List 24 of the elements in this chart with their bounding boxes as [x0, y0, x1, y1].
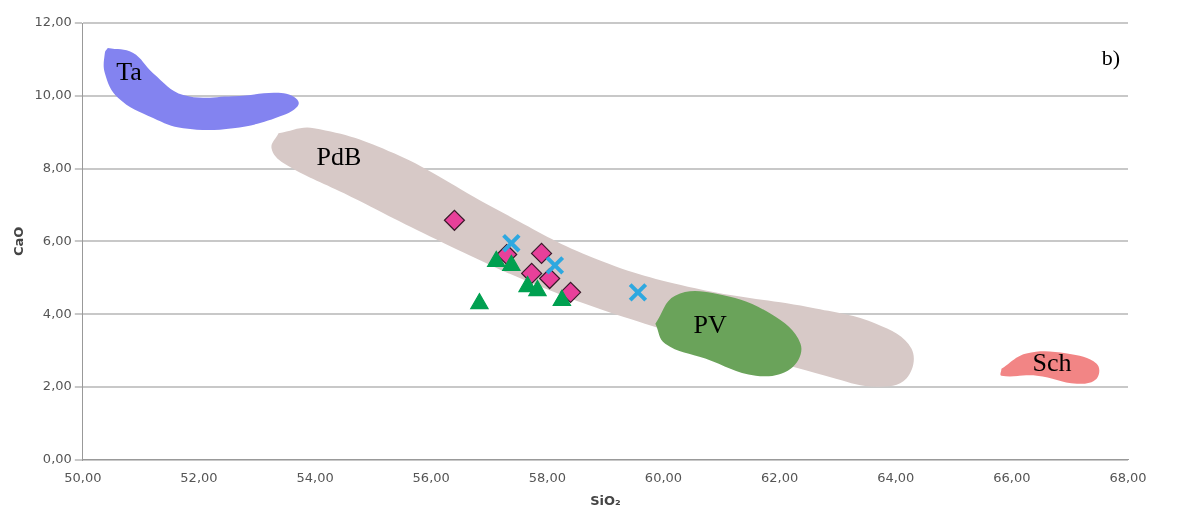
x-tick-label: 58,00 — [528, 469, 566, 485]
y-tick-label: 6,00 — [42, 232, 72, 248]
x-tick-label: 62,00 — [761, 469, 799, 485]
x-tick-label: 54,00 — [296, 469, 334, 485]
series-label: Ta — [116, 57, 143, 87]
annotation: b) — [1101, 44, 1120, 70]
series-label: PdB — [316, 142, 362, 172]
y-tick-label: 8,00 — [42, 159, 72, 175]
x-tick-label: 60,00 — [644, 469, 683, 485]
x-tick-label: 52,00 — [180, 469, 218, 485]
x-tick-label: 56,00 — [412, 469, 450, 485]
y-tick-label: 4,00 — [42, 305, 72, 321]
y-tick-label: 10,00 — [34, 87, 72, 103]
x-tick-label: 68,00 — [1109, 469, 1147, 485]
x-tick-label: 66,00 — [993, 469, 1031, 485]
y-axis-title: CaO — [11, 226, 27, 257]
x-axis-title: SiO₂ — [590, 492, 621, 508]
y-tick-label: 2,00 — [42, 378, 72, 394]
y-tick-label: 12,00 — [34, 14, 72, 30]
x-tick-label: 64,00 — [877, 469, 915, 485]
series-label: Sch — [1032, 348, 1072, 378]
x-tick-label: 50,00 — [64, 469, 102, 485]
series-label: PV — [693, 309, 728, 339]
y-tick-label: 0,00 — [42, 451, 72, 467]
